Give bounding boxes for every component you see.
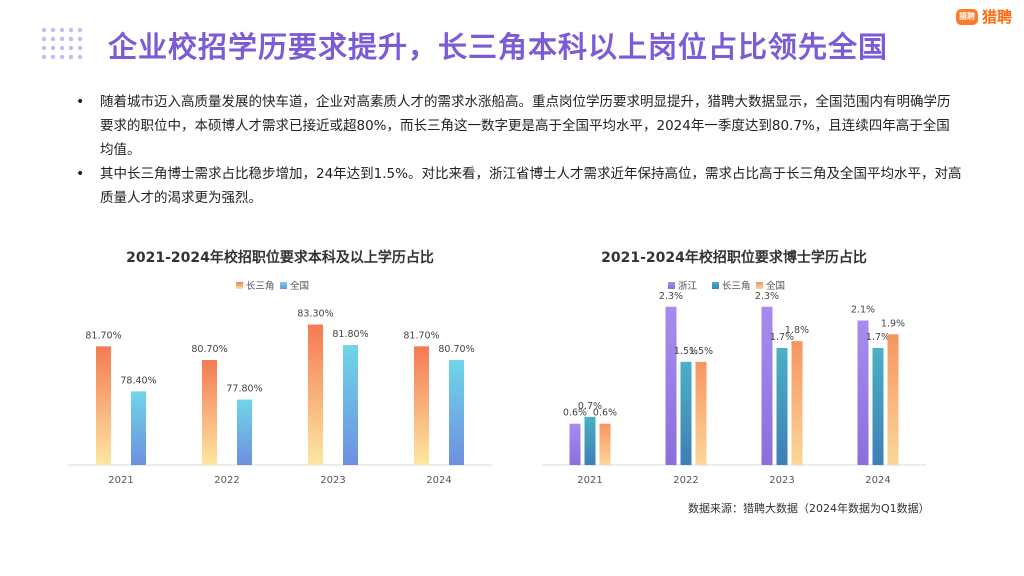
legend-label: 全国 bbox=[766, 280, 785, 292]
data-label: 81.80% bbox=[332, 329, 368, 340]
bullet-dot-icon: • bbox=[76, 94, 85, 110]
data-label: 81.70% bbox=[403, 330, 439, 341]
decorative-dots bbox=[41, 27, 83, 60]
bullet-item: • 随着城市迈入高质量发展的快车道，企业对高素质人才的需求水涨船高。重点岗位学历要… bbox=[72, 90, 962, 162]
legend-swatch bbox=[712, 282, 719, 289]
bar bbox=[887, 334, 899, 465]
data-label: 0.6% bbox=[593, 408, 617, 419]
legend-label: 浙江 bbox=[678, 280, 698, 292]
data-label: 1.5% bbox=[674, 346, 698, 357]
data-label: 2.1% bbox=[851, 305, 875, 316]
data-label: 1.7% bbox=[866, 332, 890, 343]
page-title: 企业校招学历要求提升，长三角本科以上岗位占比领先全国 bbox=[108, 30, 889, 64]
bar bbox=[791, 341, 803, 465]
bar bbox=[449, 360, 464, 465]
bullet-dot-icon: • bbox=[76, 166, 85, 182]
legend-swatch bbox=[236, 282, 243, 289]
data-label: 2.3% bbox=[659, 291, 683, 302]
bar bbox=[343, 345, 358, 465]
legend-label: 全国 bbox=[290, 280, 309, 292]
x-tick-label: 2022 bbox=[214, 475, 239, 486]
x-tick-label: 2023 bbox=[769, 475, 794, 486]
legend-swatch bbox=[668, 282, 675, 289]
data-label: 83.30% bbox=[297, 309, 333, 320]
data-label: 0.7% bbox=[578, 401, 602, 412]
bar bbox=[131, 391, 146, 465]
x-tick-label: 2021 bbox=[108, 475, 133, 486]
logo-icon: 猎聘 bbox=[955, 8, 978, 25]
bar bbox=[599, 423, 611, 465]
bar bbox=[665, 306, 677, 465]
legend-swatch bbox=[756, 282, 763, 289]
logo-text: 猎聘 bbox=[981, 8, 1012, 26]
bar bbox=[202, 360, 217, 465]
bar bbox=[237, 399, 252, 465]
data-label: 0.6% bbox=[563, 408, 587, 419]
legend-label: 长三角 bbox=[722, 280, 751, 292]
data-label: 78.40% bbox=[120, 375, 156, 386]
bar bbox=[872, 348, 884, 465]
bar bbox=[569, 423, 581, 465]
bar bbox=[776, 348, 788, 465]
bar bbox=[584, 416, 596, 465]
data-label: 1.5% bbox=[689, 346, 713, 357]
bar bbox=[695, 361, 707, 465]
bar bbox=[857, 320, 869, 465]
x-tick-label: 2023 bbox=[320, 475, 345, 486]
x-tick-label: 2024 bbox=[426, 475, 451, 486]
data-label: 2.3% bbox=[755, 291, 779, 302]
chart-title: 2021-2024年校招职位要求博士学历占比 bbox=[601, 249, 867, 266]
legend-swatch bbox=[280, 282, 287, 289]
data-label: 1.7% bbox=[770, 332, 794, 343]
data-label: 77.80% bbox=[226, 384, 262, 395]
bar bbox=[761, 306, 773, 465]
summary-bullets: • 随着城市迈入高质量发展的快车道，企业对高素质人才的需求水涨船高。重点岗位学历要… bbox=[72, 90, 962, 210]
data-label: 80.70% bbox=[438, 344, 474, 355]
x-tick-label: 2021 bbox=[577, 475, 602, 486]
brand-logo: 猎聘 猎聘 bbox=[955, 6, 1012, 27]
x-tick-label: 2022 bbox=[673, 475, 698, 486]
bar bbox=[680, 361, 692, 465]
bullet-text: 随着城市迈入高质量发展的快车道，企业对高素质人才的需求水涨船高。重点岗位学历要求… bbox=[100, 94, 951, 158]
data-label: 80.70% bbox=[191, 344, 227, 355]
bullet-item: • 其中长三角博士需求占比稳步增加，24年达到1.5%。对比来看，浙江省博士人才需… bbox=[72, 162, 962, 210]
x-tick-label: 2024 bbox=[865, 475, 890, 486]
data-label: 81.70% bbox=[85, 330, 121, 341]
bullet-text: 其中长三角博士需求占比稳步增加，24年达到1.5%。对比来看，浙江省博士人才需求… bbox=[100, 166, 962, 206]
legend-label: 长三角 bbox=[246, 280, 275, 292]
data-label: 1.8% bbox=[785, 325, 809, 336]
data-label: 1.9% bbox=[881, 318, 905, 329]
bar bbox=[414, 346, 429, 465]
bar bbox=[96, 346, 111, 465]
bar bbox=[308, 324, 323, 465]
data-source-note: 数据来源：猎聘大数据（2024年数据为Q1数据） bbox=[688, 502, 930, 515]
chart-title: 2021-2024年校招职位要求本科及以上学历占比 bbox=[126, 249, 434, 266]
